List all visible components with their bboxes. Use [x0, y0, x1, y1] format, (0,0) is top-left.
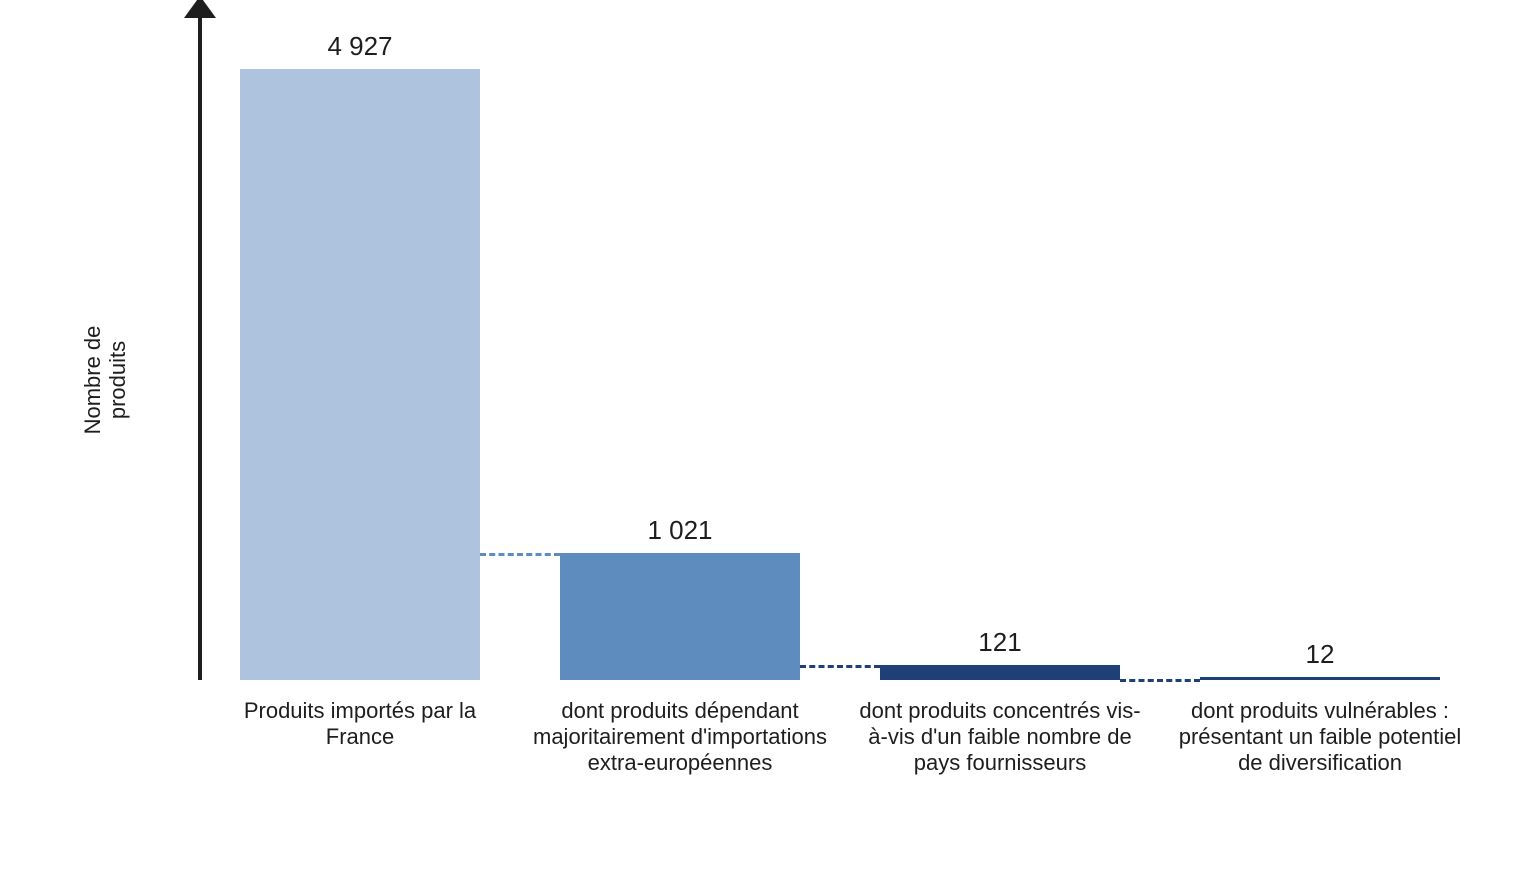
bar-label-0: Produits importés par la France: [210, 698, 510, 750]
bar-2: [880, 665, 1120, 680]
bar-label-1: dont produits dépendant majoritairement …: [530, 698, 830, 776]
y-axis-arrow-icon: [184, 0, 216, 18]
bar-0: [240, 69, 480, 680]
connector-0: [480, 553, 560, 556]
bar-label-3: dont produits vulnérables : présentant u…: [1170, 698, 1470, 776]
bar-value-2: 121: [880, 627, 1120, 658]
bar-value-0: 4 927: [240, 31, 480, 62]
bar-1: [560, 553, 800, 680]
bar-value-3: 12: [1200, 639, 1440, 670]
y-axis-label: Nombre de produits: [80, 310, 140, 450]
bar-3: [1200, 677, 1440, 680]
connector-1: [800, 665, 880, 668]
bar-value-1: 1 021: [560, 515, 800, 546]
funnel-bar-chart: Nombre de produits 4 927 Produits importés…: [0, 0, 1532, 890]
y-axis-line: [198, 12, 202, 680]
connector-2: [1120, 679, 1200, 682]
bar-label-2: dont produits concentrés vis-à-vis d'un …: [850, 698, 1150, 776]
